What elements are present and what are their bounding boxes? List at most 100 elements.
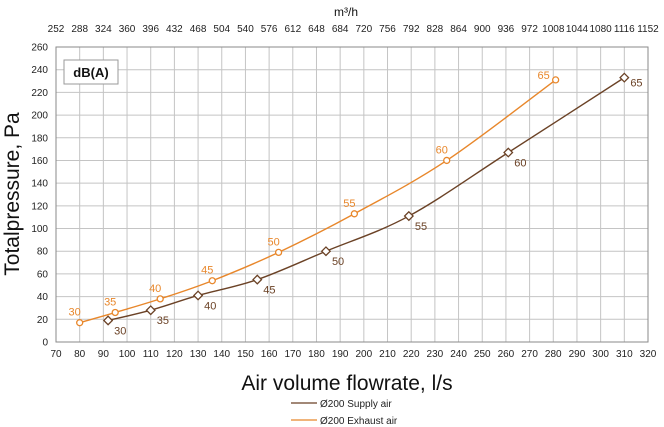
x-tick-label: 170: [284, 349, 301, 360]
y-tick-label: 40: [37, 292, 49, 303]
y-tick-label: 240: [31, 65, 48, 76]
x-tick-label: 260: [498, 349, 515, 360]
data-point: [403, 210, 414, 222]
x-tick-label: 310: [616, 349, 633, 360]
x-tick-label: 80: [74, 349, 86, 360]
top-tick-label: 864: [450, 24, 467, 35]
y-tick-label: 80: [37, 247, 49, 258]
y-tick-label: 180: [31, 133, 48, 144]
top-tick-label: 684: [332, 24, 349, 35]
x-tick-label: 290: [569, 349, 586, 360]
data-label: 65: [538, 70, 550, 82]
x-tick-label: 210: [379, 349, 396, 360]
data-point: [145, 305, 156, 316]
top-tick-label: 540: [237, 24, 254, 35]
top-tick-label: 1152: [637, 24, 659, 35]
data-point: [192, 290, 204, 301]
top-tick-label: 396: [142, 24, 159, 35]
data-label: 50: [267, 236, 279, 248]
x-tick-label: 270: [521, 349, 538, 360]
unit-box: dB(A): [63, 59, 119, 85]
legend-label-exhaust: Ø200 Exhaust air: [320, 416, 398, 427]
x-tick-label: 100: [119, 349, 136, 360]
y-tick-label: 100: [31, 224, 48, 235]
data-label: 60: [514, 158, 526, 170]
x-tick-label: 300: [592, 349, 609, 360]
top-tick-label: 360: [119, 24, 136, 35]
data-point: [619, 72, 630, 83]
x-tick-label: 70: [50, 349, 62, 360]
x-tick-label: 320: [640, 349, 657, 360]
x-tick-label: 230: [427, 349, 444, 360]
data-point: [551, 76, 560, 84]
top-tick-label: 1116: [614, 24, 635, 35]
top-tick-label: 648: [308, 24, 325, 35]
x-tick-label: 190: [332, 349, 349, 360]
x-tick-label: 280: [545, 349, 562, 360]
data-point: [102, 315, 114, 326]
data-label: 30: [69, 307, 81, 319]
x-tick-label: 150: [237, 349, 254, 360]
axes: 70 252 80 288 90 324 100 360 110 396 120 432 130 468 1…: [31, 24, 659, 360]
legend-item-supply: Ø200 Supply air: [291, 399, 392, 410]
top-tick-label: 756: [379, 24, 396, 35]
y-tick-label: 140: [31, 179, 48, 190]
data-label: 55: [343, 198, 355, 210]
data-label: 60: [436, 144, 448, 156]
data-point: [503, 147, 514, 158]
x-tick-label: 110: [143, 349, 159, 360]
plot-frame: [55, 46, 649, 343]
data-point: [320, 246, 332, 257]
x-tick-label: 90: [98, 349, 110, 360]
top-tick-label: 468: [190, 24, 207, 35]
unit-box-label: dB(A): [73, 65, 108, 80]
x-tick-label: 180: [308, 349, 325, 360]
top-tick-label: 972: [521, 24, 538, 35]
data-label: 40: [149, 283, 161, 295]
data-label: 40: [204, 300, 216, 312]
legend-label-supply: Ø200 Supply air: [320, 399, 392, 410]
top-tick-label: 432: [166, 24, 183, 35]
y-tick-label: 60: [37, 269, 49, 280]
data-label: 45: [201, 265, 213, 277]
data-point: [350, 210, 359, 218]
x-tick-label: 200: [355, 349, 372, 360]
data-label: 45: [263, 285, 275, 297]
top-tick-label: 828: [427, 24, 444, 35]
top-tick-label: 576: [261, 24, 278, 35]
data-label: 50: [332, 256, 344, 268]
data-label: 55: [415, 221, 427, 233]
x-tick-label: 130: [190, 349, 207, 360]
x-tick-label: 160: [261, 349, 278, 360]
data-point: [274, 248, 283, 257]
top-tick-label: 936: [498, 24, 515, 35]
data-point: [252, 274, 263, 285]
y-axis-title: Totalpressure, Pa: [1, 112, 24, 276]
series-line: [107, 77, 625, 322]
top-tick-label: 252: [48, 24, 65, 35]
top-tick-label: 612: [284, 24, 301, 35]
y-tick-label: 20: [37, 315, 49, 326]
series-layer: 30 35 40 45 50 55 60 65 30 35 40 45 50 55 60 65: [69, 70, 643, 338]
top-tick-label: 1080: [590, 24, 613, 35]
x-tick-label: 140: [213, 349, 230, 360]
y-tick-label: 220: [31, 88, 48, 99]
top-tick-label: 324: [95, 24, 112, 35]
data-point: [208, 277, 216, 285]
data-point: [443, 156, 451, 165]
legend-item-exhaust: Ø200 Exhaust air: [291, 416, 398, 427]
data-point: [111, 308, 119, 317]
data-label: 65: [630, 78, 642, 90]
top-tick-label: 900: [474, 24, 491, 35]
top-tick-label: 1008: [542, 24, 565, 35]
top-tick-label: 1044: [566, 24, 589, 35]
y-tick-label: 0: [42, 338, 48, 349]
x-tick-label: 250: [474, 349, 491, 360]
data-label: 35: [104, 297, 116, 309]
y-tick-label: 200: [31, 111, 48, 122]
x-tick-label: 220: [403, 349, 420, 360]
grid: [55, 46, 649, 343]
x-axis-title: Air volume flowrate, l/s: [241, 372, 452, 395]
data-label: 35: [157, 315, 169, 327]
